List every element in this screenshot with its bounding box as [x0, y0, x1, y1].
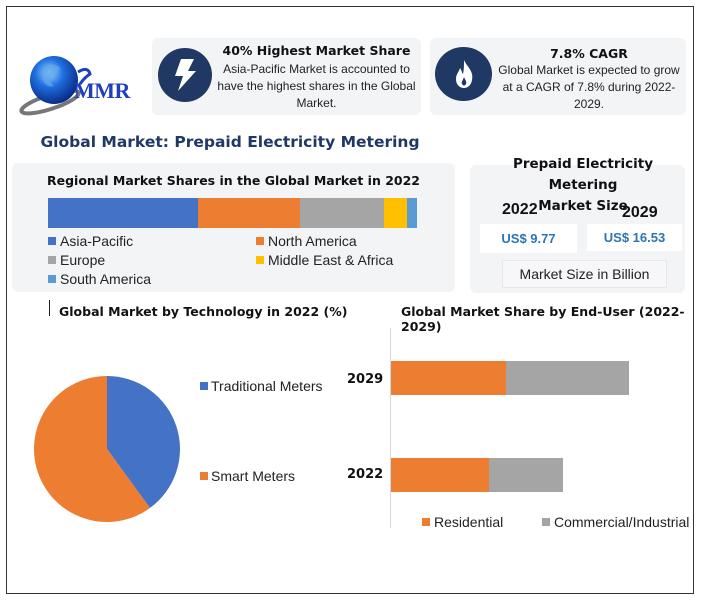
- legend-swatch: [200, 472, 208, 480]
- year-2022-label: 2022: [502, 201, 538, 218]
- bar-segment-north-america: [198, 198, 301, 228]
- legend-item: Residential: [422, 514, 503, 530]
- highlight-card-cagr: 7.8% CAGR Global Market is expected to g…: [430, 38, 686, 115]
- legend-label: Middle East & Africa: [268, 252, 394, 268]
- y-tick-label: 2029: [347, 372, 384, 387]
- market-value-2029: US$ 16.53: [587, 224, 682, 251]
- legend-item: Middle East & Africa: [256, 252, 393, 268]
- legend-label: Commercial/Industrial: [554, 514, 690, 530]
- legend-swatch: [48, 256, 56, 264]
- regional-stacked-bar: [48, 198, 417, 228]
- legend-item: South America: [48, 271, 151, 287]
- legend-swatch: [256, 256, 264, 264]
- pie-slice-traditional-meters: [107, 376, 181, 509]
- logo-text: MMR: [74, 78, 130, 103]
- bar-segment-south-america: [407, 198, 417, 228]
- infographic-frame: [6, 6, 694, 594]
- legend-swatch: [200, 382, 208, 390]
- flame-icon: [435, 47, 492, 101]
- legend-label: North America: [268, 233, 357, 249]
- legend-item: Asia-Pacific: [48, 233, 133, 249]
- legend-item: Europe: [48, 252, 105, 268]
- regional-share-chart: Regional Market Shares in the Global Mar…: [12, 163, 455, 292]
- market-size-title-line1: Prepaid Electricity Metering: [512, 156, 654, 193]
- pie-slice-smart-meters: [34, 376, 150, 522]
- highlight-title: 40% Highest Market Share: [222, 43, 411, 58]
- y-tick-label: 2022: [347, 467, 384, 482]
- legend-swatch: [48, 275, 56, 283]
- bar-segment-europe: [300, 198, 385, 228]
- market-size-title: Prepaid Electricity Metering Market Size: [478, 154, 688, 217]
- highlight-title: 7.8% CAGR: [550, 46, 628, 61]
- legend-label: Asia-Pacific: [60, 233, 134, 249]
- highlight-description: Asia-Pacific Market is accounted to have…: [217, 62, 416, 110]
- legend-label: Traditional Meters: [211, 378, 323, 394]
- page-title: Global Market: Prepaid Electricity Meter…: [40, 133, 420, 151]
- legend-swatch: [422, 518, 430, 526]
- legend-label: South America: [60, 271, 152, 287]
- globe-icon: [19, 56, 92, 116]
- legend-label: Europe: [60, 252, 106, 268]
- mmr-logo: MMR: [16, 50, 146, 120]
- highlight-card-market-share: 40% Highest Market Share Asia-Pacific Ma…: [152, 38, 421, 115]
- divider: [49, 300, 50, 316]
- year-2029-label: 2029: [622, 204, 658, 221]
- legend-swatch: [542, 518, 550, 526]
- bar-2022-commercial-industrial: [489, 458, 563, 492]
- market-value-2022: US$ 9.77: [480, 224, 577, 253]
- market-size-unit-label: Market Size in Billion: [502, 260, 667, 288]
- legend-item: Traditional Meters: [200, 378, 323, 394]
- bar-2029-commercial-industrial: [506, 361, 629, 395]
- bar-2029-residential: [391, 361, 506, 395]
- technology-chart-title: Global Market by Technology in 2022 (%): [59, 304, 348, 319]
- end-user-chart-title: Global Market Share by End-User (2022-20…: [401, 304, 685, 334]
- bar-2022-residential: [391, 458, 489, 492]
- legend-label: Residential: [434, 514, 504, 530]
- highlight-description: Global Market is expected to grow at a C…: [498, 63, 680, 111]
- y-axis-line: [390, 328, 391, 528]
- legend-item: Smart Meters: [200, 468, 295, 484]
- technology-pie-chart: [34, 376, 181, 522]
- legend-swatch: [48, 237, 56, 245]
- market-size-title-line2: Market Size: [538, 198, 628, 214]
- chart-title: Regional Market Shares in the Global Mar…: [46, 173, 421, 188]
- legend-swatch: [256, 237, 264, 245]
- legend-item: Commercial/Industrial: [542, 514, 689, 530]
- lightning-bolt-icon: [158, 48, 212, 102]
- bar-segment-asia-pacific: [48, 198, 199, 228]
- legend-item: North America: [256, 233, 357, 249]
- legend-label: Smart Meters: [211, 468, 296, 484]
- bar-segment-middle-east-africa: [384, 198, 408, 228]
